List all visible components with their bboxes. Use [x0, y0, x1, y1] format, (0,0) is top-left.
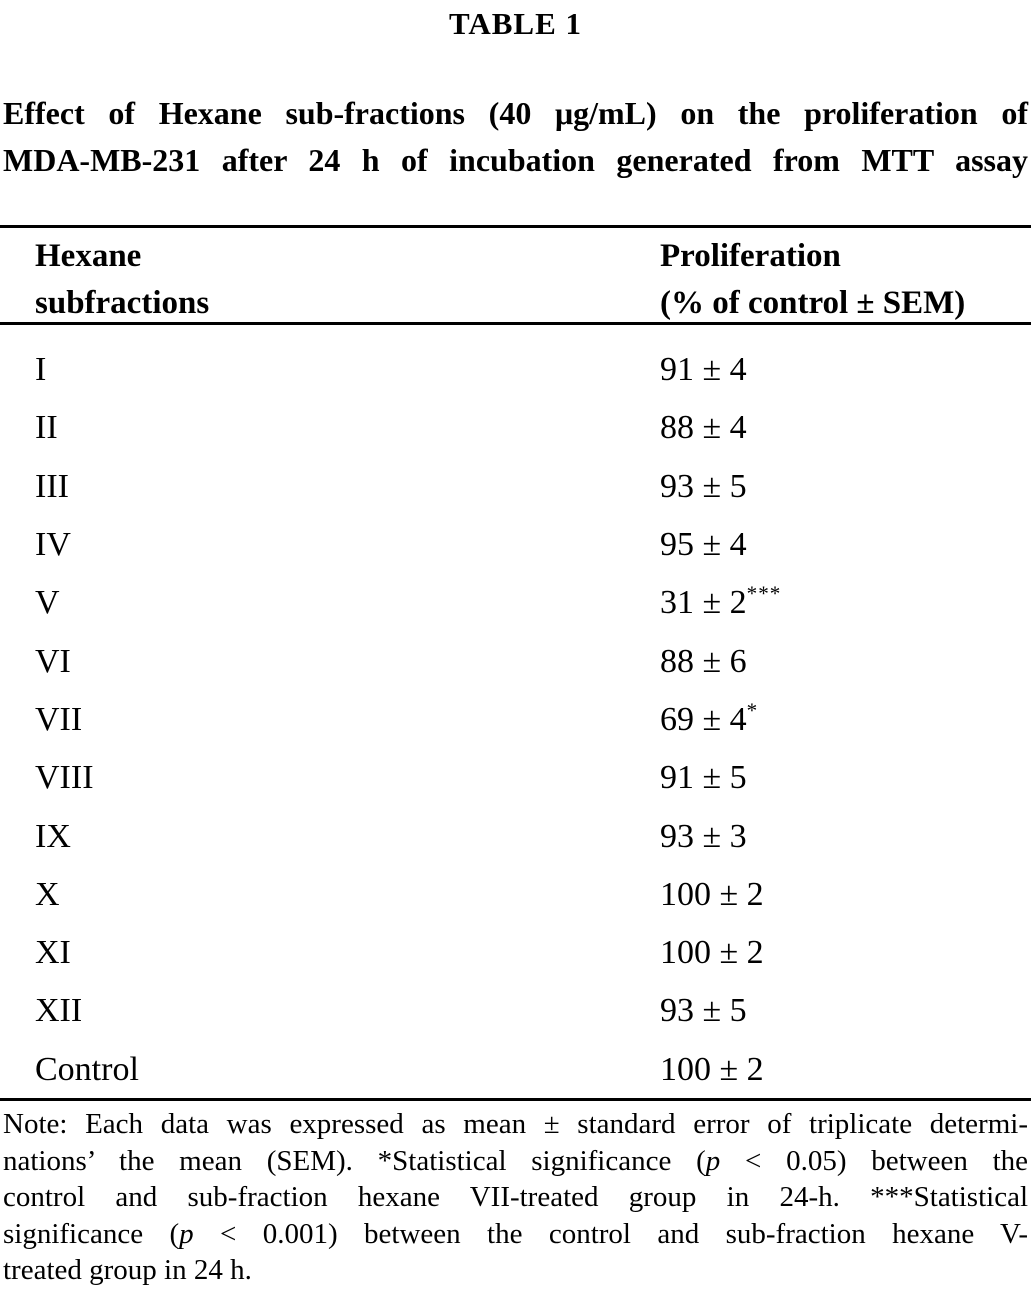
table-row: Control 100 ± 2	[0, 1041, 1031, 1099]
table-row: VII 69 ± 4*	[0, 691, 1031, 749]
value-text: 31 ± 2	[660, 584, 747, 622]
table-bottom-rule	[0, 1098, 1031, 1101]
table-row: VI 88 ± 6	[0, 632, 1031, 690]
footnote-text: control and sub-fraction hexane VII-trea…	[3, 1181, 1028, 1213]
row-fraction-label: VI	[35, 642, 71, 680]
header-col-fractions: Hexane subfractions	[35, 233, 209, 327]
row-proliferation-value: 31 ± 2***	[660, 582, 782, 622]
header-proliferation-line-2: (% of control ± SEM)	[660, 285, 966, 321]
row-fraction-label: II	[35, 409, 58, 447]
row-fraction-label: Control	[35, 1050, 139, 1088]
table-row: XI 100 ± 2	[0, 924, 1031, 982]
row-proliferation-value: 100 ± 2	[660, 876, 764, 914]
header-fractions-line-1: Hexane	[35, 238, 142, 274]
row-proliferation-value: 100 ± 2	[660, 1051, 764, 1089]
row-proliferation-value: 93 ± 5	[660, 992, 747, 1030]
significance-marker: ***	[746, 582, 782, 606]
value-text: 88 ± 4	[660, 409, 747, 447]
row-proliferation-value: 91 ± 5	[660, 759, 747, 797]
footnote-italic-p: p	[705, 1144, 721, 1177]
table-body: I 91 ± 4 II 88 ± 4 III 93 ± 5 IV 95 ± 4 V 31 ± 2*…	[0, 325, 1031, 1099]
footnote-text: nations’ the mean (SEM). *Statistical si…	[3, 1144, 706, 1177]
footnote-text: < 0.001) between the control and sub-fra…	[193, 1217, 1028, 1250]
footnote-line: control and sub-fraction hexane VII-trea…	[3, 1179, 1028, 1216]
table-caption: Effect of Hexane sub-fractions (40 μg/mL…	[3, 90, 1028, 184]
footnote-text: treated group in 24 h.	[3, 1254, 252, 1286]
header-col-proliferation: Proliferation (% of control ± SEM)	[660, 233, 965, 327]
value-text: 100 ± 2	[660, 875, 764, 913]
value-text: 93 ± 5	[660, 467, 747, 505]
table-row: I 91 ± 4	[0, 341, 1031, 399]
footnote-italic-p: p	[179, 1217, 194, 1250]
header-fractions-line-2: subfractions	[35, 285, 210, 321]
significance-marker: *	[746, 698, 759, 723]
value-text: 91 ± 5	[660, 759, 747, 797]
row-fraction-label: XI	[35, 934, 71, 972]
table-header-rule	[0, 322, 1031, 325]
row-fraction-label: VIII	[35, 759, 94, 797]
row-fraction-label: XII	[35, 992, 83, 1030]
caption-line-2: MDA-MB-231 after 24 h of incubation gene…	[3, 142, 1028, 178]
table-row: VIII 91 ± 5	[0, 749, 1031, 807]
row-proliferation-value: 88 ± 6	[660, 643, 747, 681]
value-text: 100 ± 2	[660, 934, 764, 972]
row-fraction-label: X	[35, 875, 60, 913]
row-fraction-label: VII	[35, 700, 83, 738]
footnote-text: < 0.05) between the	[720, 1144, 1028, 1177]
caption-line-1: Effect of Hexane sub-fractions (40 μg/mL…	[3, 95, 1028, 131]
table-row: IX 93 ± 3	[0, 807, 1031, 865]
value-text: 91 ± 4	[660, 351, 747, 389]
table-top-rule	[0, 225, 1031, 228]
value-text: 93 ± 5	[660, 992, 747, 1030]
footnote-line: significance (p < 0.001) between the con…	[3, 1216, 1028, 1253]
row-fraction-label: I	[35, 351, 47, 389]
header-proliferation-line-1: Proliferation	[660, 238, 841, 274]
footnote-line: nations’ the mean (SEM). *Statistical si…	[3, 1143, 1028, 1180]
table-row: X 100 ± 2	[0, 866, 1031, 924]
row-fraction-label: IV	[35, 526, 71, 564]
table-footnote: Note: Each data was expressed as mean ± …	[3, 1106, 1028, 1289]
value-text: 95 ± 4	[660, 526, 747, 564]
footnote-line: Note: Each data was expressed as mean ± …	[3, 1106, 1028, 1143]
row-fraction-label: V	[35, 584, 60, 622]
row-proliferation-value: 93 ± 5	[660, 468, 747, 506]
row-proliferation-value: 93 ± 3	[660, 818, 747, 856]
value-text: 88 ± 6	[660, 642, 747, 680]
value-text: 93 ± 3	[660, 817, 747, 855]
row-fraction-label: III	[35, 467, 69, 505]
footnote-text: significance (	[3, 1217, 180, 1250]
table-row: V 31 ± 2***	[0, 574, 1031, 632]
row-proliferation-value: 91 ± 4	[660, 351, 747, 389]
table-number-label: TABLE 1	[448, 6, 583, 41]
value-text: 100 ± 2	[660, 1050, 764, 1088]
row-proliferation-value: 88 ± 4	[660, 409, 747, 447]
value-text: 69 ± 4	[660, 700, 747, 738]
table-row: IV 95 ± 4	[0, 516, 1031, 574]
table-row: II 88 ± 4	[0, 399, 1031, 457]
footnote-text: Note: Each data was expressed as mean ± …	[3, 1108, 1028, 1140]
row-proliferation-value: 69 ± 4*	[660, 698, 759, 739]
row-proliferation-value: 95 ± 4	[660, 526, 747, 564]
row-fraction-label: IX	[35, 817, 71, 855]
table-row: III 93 ± 5	[0, 458, 1031, 516]
table-row: XII 93 ± 5	[0, 982, 1031, 1040]
footnote-line: treated group in 24 h.	[3, 1252, 1028, 1289]
row-proliferation-value: 100 ± 2	[660, 934, 764, 972]
